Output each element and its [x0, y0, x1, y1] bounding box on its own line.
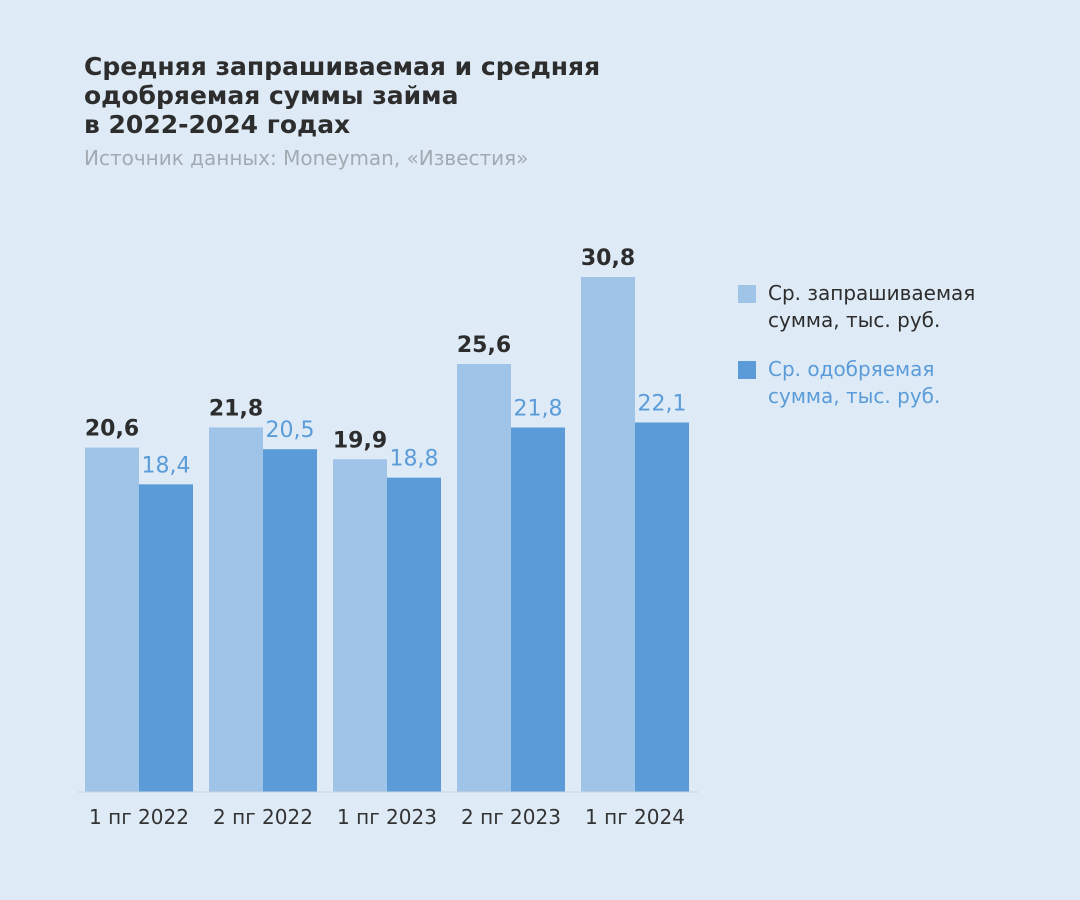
x-tick-label-2: 2 пг 2022 — [213, 805, 313, 829]
x-tick-label-5: 1 пг 2024 — [585, 805, 685, 829]
title-line-3: в 2022-2024 годах — [84, 110, 351, 139]
bar-requested-3 — [333, 459, 387, 792]
data-label-approved-5: 22,1 — [638, 391, 687, 416]
legend-swatch-approved — [738, 361, 756, 379]
data-label-approved-2: 20,5 — [266, 418, 315, 443]
bar-requested-1 — [85, 447, 139, 792]
data-label-requested-4: 25,6 — [457, 333, 511, 358]
bar-approved-4 — [511, 427, 565, 792]
data-label-approved-1: 18,4 — [142, 453, 191, 478]
legend-item-approved: Ср. одобряемая сумма, тыс. руб. — [738, 356, 1038, 410]
data-label-requested-5: 30,8 — [581, 246, 635, 271]
chart-subtitle: Источник данных: Moneyman, «Известия» — [84, 146, 529, 170]
bar-requested-5 — [581, 277, 635, 792]
bar-approved-2 — [263, 449, 317, 792]
title-line-2: одобряемая суммы займа — [84, 81, 459, 110]
bar-requested-4 — [457, 363, 511, 792]
data-label-requested-2: 21,8 — [209, 396, 263, 421]
legend: Ср. запрашиваемая сумма, тыс. руб. Ср. о… — [738, 280, 1038, 432]
chart-title: Средняя запрашиваемая и средняя одобряем… — [84, 52, 644, 139]
bar-approved-1 — [139, 484, 193, 792]
data-label-approved-3: 18,8 — [390, 447, 439, 472]
legend-label-requested-line-1: Ср. запрашиваемая — [768, 281, 976, 305]
legend-item-requested: Ср. запрашиваемая сумма, тыс. руб. — [738, 280, 1038, 334]
legend-label-requested-line-2: сумма, тыс. руб. — [768, 308, 941, 332]
legend-swatch-requested — [738, 285, 756, 303]
title-line-1: Средняя запрашиваемая и средняя — [84, 52, 601, 81]
x-tick-label-4: 2 пг 2023 — [461, 805, 561, 829]
bar-approved-5 — [635, 422, 689, 792]
legend-label-approved-line-1: Ср. одобряемая — [768, 357, 935, 381]
legend-label-approved-line-2: сумма, тыс. руб. — [768, 384, 941, 408]
data-label-approved-4: 21,8 — [514, 396, 563, 421]
bar-requested-2 — [209, 427, 263, 792]
data-label-requested-1: 20,6 — [85, 417, 139, 442]
x-tick-label-1: 1 пг 2022 — [89, 805, 189, 829]
data-label-requested-3: 19,9 — [333, 428, 387, 453]
bar-approved-3 — [387, 477, 441, 792]
x-tick-label-3: 1 пг 2023 — [337, 805, 437, 829]
